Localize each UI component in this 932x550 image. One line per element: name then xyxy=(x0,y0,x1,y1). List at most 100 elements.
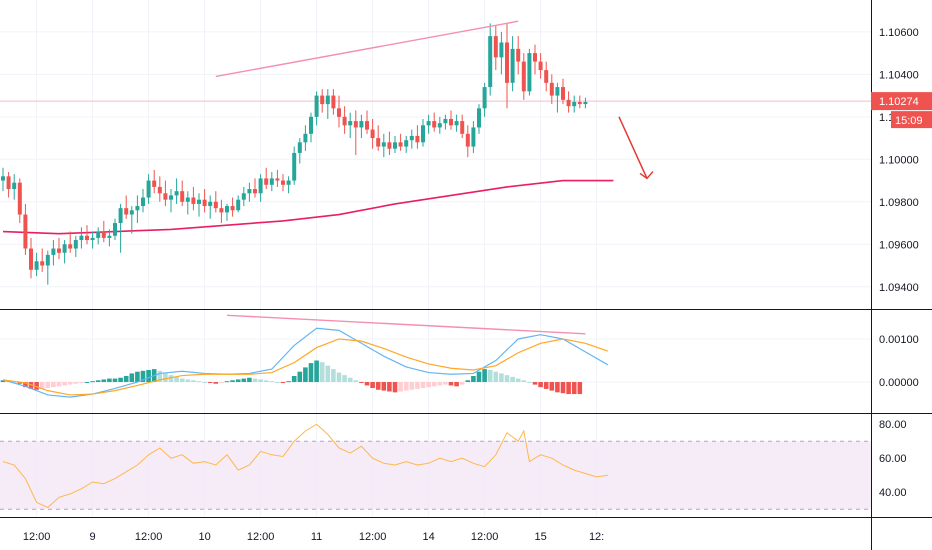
candle xyxy=(230,197,235,217)
candle xyxy=(264,167,269,190)
candle xyxy=(62,240,67,264)
candle-body xyxy=(34,261,39,270)
candle xyxy=(101,220,106,243)
candle-body xyxy=(213,201,218,209)
candle-body xyxy=(180,191,185,202)
macd-histogram-bar xyxy=(39,382,45,389)
macd-histogram-bar xyxy=(219,382,224,384)
candle-body xyxy=(443,118,448,124)
candle-body xyxy=(185,197,190,202)
macd-histogram-bar xyxy=(213,382,219,384)
candle xyxy=(29,237,33,279)
candle xyxy=(146,174,151,204)
candle-body xyxy=(85,235,89,241)
macd-histogram-bar xyxy=(493,371,499,383)
candle-body xyxy=(320,95,325,105)
macd-histogram-bar xyxy=(269,381,275,383)
macd-histogram-bar xyxy=(291,375,297,383)
candle xyxy=(471,121,476,153)
candle-body xyxy=(57,248,61,253)
candle xyxy=(365,110,369,134)
candle-body xyxy=(449,118,453,126)
macd-histogram-bar xyxy=(347,377,353,383)
candle-body xyxy=(23,214,28,249)
candle-body xyxy=(516,48,521,62)
candle xyxy=(505,23,509,109)
candle xyxy=(213,191,218,213)
candle-body xyxy=(163,193,168,200)
macd-histogram-bar xyxy=(0,380,6,383)
candle-body xyxy=(40,261,45,266)
candle xyxy=(68,231,73,253)
macd-trendline[interactable] xyxy=(226,314,586,335)
candle-body xyxy=(1,176,5,181)
candle xyxy=(499,31,504,75)
candle-body xyxy=(387,142,392,149)
candle xyxy=(572,95,577,113)
candle-body xyxy=(309,116,313,134)
macd-histogram-bar xyxy=(448,382,454,386)
candle-body xyxy=(124,208,129,215)
candle-body xyxy=(90,237,95,241)
candle xyxy=(197,193,201,217)
rsi-axis-label: 80.00 xyxy=(879,419,907,431)
candle-body xyxy=(129,210,134,215)
macd-histogram-bar xyxy=(415,382,420,389)
macd-histogram-bar xyxy=(297,371,303,383)
macd-histogram-bar xyxy=(241,378,247,383)
macd-histogram-bar xyxy=(532,382,538,385)
time-axis-label: 11 xyxy=(311,531,322,543)
macd-histogram-bar xyxy=(359,382,364,384)
macd-histogram-bar xyxy=(185,379,191,383)
candle xyxy=(549,74,554,105)
macd-axis-label: 0.00000 xyxy=(879,377,919,389)
macd-histogram-bar xyxy=(420,382,426,389)
candle-body xyxy=(499,42,504,58)
macd-histogram-bar xyxy=(459,382,465,385)
candle-body xyxy=(118,208,123,224)
macd-histogram-bar xyxy=(196,381,202,383)
candle xyxy=(258,174,263,202)
macd-histogram-bar xyxy=(67,382,73,385)
candle-body xyxy=(426,121,431,126)
macd-histogram-bar xyxy=(549,382,555,391)
candle-body xyxy=(538,61,543,71)
candle xyxy=(561,78,565,105)
candle xyxy=(118,203,123,253)
candle xyxy=(577,95,582,109)
candle xyxy=(247,182,252,202)
price-trendline[interactable] xyxy=(215,20,519,78)
candle-body xyxy=(191,197,196,204)
price-axis-label: 1.09600 xyxy=(879,239,919,251)
candle-body xyxy=(152,180,157,187)
macd-histogram-bar xyxy=(381,382,387,391)
bearish-arrow[interactable] xyxy=(618,116,648,179)
candle-body xyxy=(482,87,487,109)
candle xyxy=(12,174,17,200)
macd-histogram-bar xyxy=(437,382,443,386)
macd-line xyxy=(2,327,609,398)
candle xyxy=(45,250,50,285)
candle xyxy=(381,133,386,158)
candle-body xyxy=(342,116,347,126)
candle xyxy=(180,180,185,207)
candle xyxy=(85,225,89,245)
macd-histogram-bar xyxy=(224,381,230,383)
rsi-axis-label: 60.00 xyxy=(879,453,907,465)
candle-body xyxy=(258,178,263,194)
candle xyxy=(449,110,453,130)
candle xyxy=(191,186,196,211)
macd-histogram-bar xyxy=(499,373,504,383)
macd-histogram-bar xyxy=(286,381,291,383)
candle-body xyxy=(409,135,414,141)
candle-body xyxy=(359,121,364,128)
candle xyxy=(421,118,425,147)
macd-histogram-bar xyxy=(235,379,241,383)
candle xyxy=(169,189,173,213)
candle-body xyxy=(197,199,201,204)
candle-body xyxy=(225,206,229,213)
candle-body xyxy=(376,138,381,147)
macd-histogram-bar xyxy=(476,371,482,383)
candle-body xyxy=(471,127,476,147)
